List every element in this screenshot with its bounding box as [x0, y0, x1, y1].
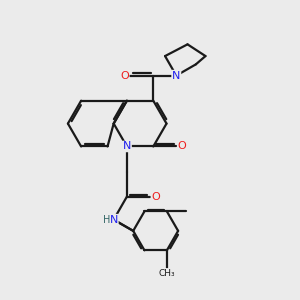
Text: O: O — [178, 142, 187, 152]
Text: N: N — [110, 214, 118, 225]
Text: H: H — [103, 214, 110, 225]
Text: O: O — [152, 192, 160, 202]
Text: N: N — [172, 70, 181, 81]
Text: CH₃: CH₃ — [159, 269, 175, 278]
Text: O: O — [120, 70, 129, 81]
Text: N: N — [123, 142, 131, 152]
